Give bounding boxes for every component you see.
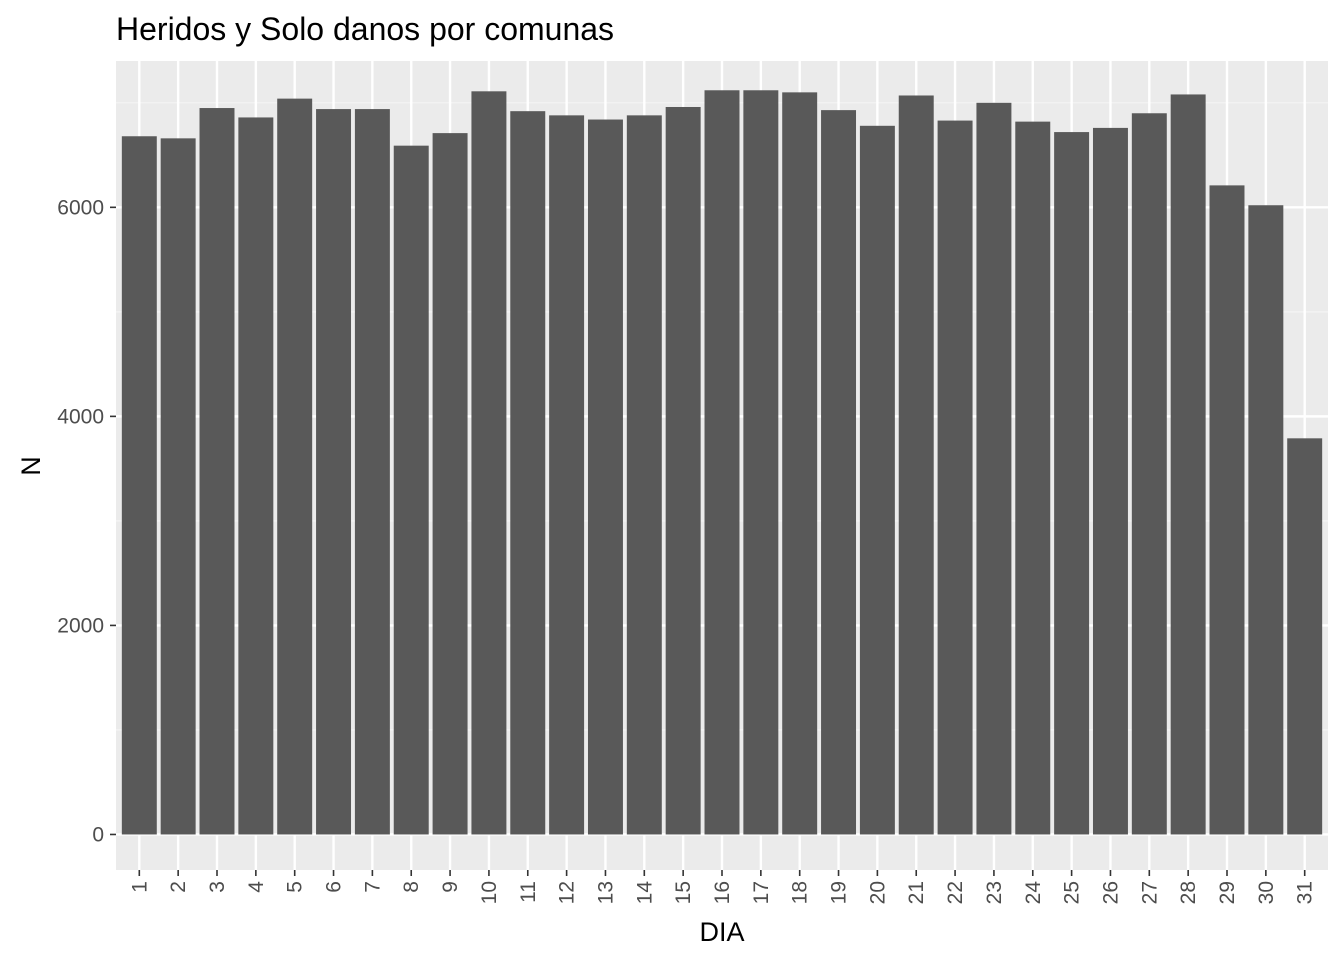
bar-day-21 xyxy=(898,95,934,835)
x-tick-label: 30 xyxy=(1255,881,1278,904)
bar-day-24 xyxy=(1015,121,1051,835)
x-axis-title: DIA xyxy=(699,917,744,947)
bar-day-20 xyxy=(859,125,895,835)
chart-title: Heridos y Solo danos por comunas xyxy=(116,11,614,47)
bar-day-5 xyxy=(277,98,313,835)
bar-day-23 xyxy=(976,102,1012,835)
bar-day-13 xyxy=(587,119,623,835)
bar-day-1 xyxy=(121,136,157,835)
bar-day-11 xyxy=(510,111,546,835)
x-tick-label: 14 xyxy=(633,881,656,905)
x-tick-label: 20 xyxy=(866,881,889,904)
x-tick-label: 6 xyxy=(323,881,346,893)
bars xyxy=(121,90,1323,835)
bar-day-12 xyxy=(549,115,585,835)
bar-day-7 xyxy=(354,109,390,835)
bar-day-10 xyxy=(471,91,507,835)
x-tick-label: 24 xyxy=(1022,881,1045,905)
x-tick-label: 18 xyxy=(789,881,812,904)
x-tick-label: 25 xyxy=(1061,881,1084,904)
x-tick-label: 29 xyxy=(1216,881,1239,904)
bar-day-25 xyxy=(1054,132,1090,835)
bar-day-9 xyxy=(432,133,468,835)
bar-day-27 xyxy=(1131,113,1167,835)
x-tick-label: 23 xyxy=(983,881,1006,904)
x-tick-label: 10 xyxy=(478,881,501,904)
y-tick-label: 0 xyxy=(92,823,104,846)
x-tick-label: 31 xyxy=(1294,881,1317,904)
x-tick-label: 11 xyxy=(517,881,540,903)
x-tick-label: 19 xyxy=(828,881,851,904)
y-tick-label: 2000 xyxy=(57,614,104,637)
bar-day-30 xyxy=(1248,205,1284,835)
bar-day-8 xyxy=(393,145,429,835)
x-tick-label: 13 xyxy=(594,881,617,904)
y-tick-label: 6000 xyxy=(57,196,104,219)
x-tick-label: 15 xyxy=(672,881,695,904)
bar-day-16 xyxy=(704,90,740,835)
x-tick-label: 16 xyxy=(711,881,734,904)
x-tick-label: 4 xyxy=(245,881,268,893)
x-tick-label: 8 xyxy=(400,881,423,893)
bar-day-26 xyxy=(1092,127,1128,835)
bar-day-18 xyxy=(782,92,818,835)
bar-day-3 xyxy=(199,108,235,835)
bar-day-17 xyxy=(743,90,779,835)
x-tick-label: 21 xyxy=(905,881,928,904)
bar-day-19 xyxy=(821,110,857,835)
x-tick-label: 17 xyxy=(750,881,773,904)
y-axis: 0 2000 4000 6000 xyxy=(57,196,116,846)
y-axis-title: N xyxy=(16,456,46,476)
bar-day-6 xyxy=(316,109,352,835)
bar-day-15 xyxy=(665,106,701,835)
bar-day-2 xyxy=(160,138,196,835)
bar-day-22 xyxy=(937,120,973,835)
x-tick-label: 2 xyxy=(167,881,190,893)
x-tick-label: 3 xyxy=(206,881,229,893)
x-tick-label: 22 xyxy=(944,881,967,904)
x-tick-label: 12 xyxy=(556,881,579,904)
x-tick-label: 7 xyxy=(361,881,384,893)
x-tick-label: 26 xyxy=(1099,881,1122,904)
bar-day-28 xyxy=(1170,94,1206,835)
bar-day-29 xyxy=(1209,185,1245,835)
x-tick-label: 1 xyxy=(128,881,151,893)
x-tick-label: 9 xyxy=(439,881,462,893)
x-tick-label: 27 xyxy=(1138,881,1161,904)
y-tick-label: 4000 xyxy=(57,405,104,428)
bar-day-4 xyxy=(238,117,274,835)
bar-day-31 xyxy=(1287,438,1323,835)
bar-day-14 xyxy=(626,115,662,835)
x-tick-label: 28 xyxy=(1177,881,1200,904)
x-tick-label: 5 xyxy=(284,881,307,893)
x-axis: 1 2 3 4 5 6 7 8 9 10 11 12 13 14 15 16 17 18 19 20 21 22 23 24 2… xyxy=(128,870,1317,905)
